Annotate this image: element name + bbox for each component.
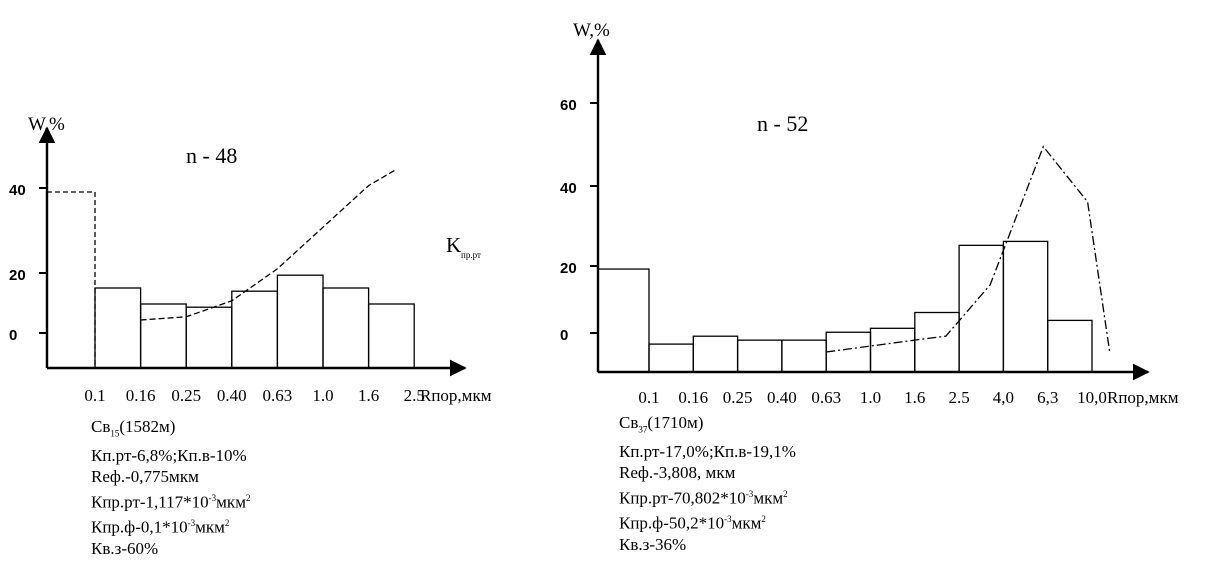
right-y-ticks: 60 40 20 0 — [560, 97, 598, 344]
left-info-reff: Reф.-0,775мкм — [91, 467, 199, 487]
left-x-tick-label: 0.25 — [171, 386, 201, 405]
left-x-label: Rпор,мкм — [420, 386, 492, 405]
left-bar — [185, 306, 233, 369]
right-info-perm-f: Кпр.ф-50,2*10-3мкм2 — [619, 513, 766, 533]
right-bar — [736, 339, 783, 373]
right-info-block: Св37(1710м) Кп.рт-17,0%;Кп.в-19,1% Reф.-… — [619, 412, 796, 556]
right-x-ticks: 0.1 0.16 0.25 0.40 0.63 1.0 1.6 2.5 4,0 6,3 10,0 — [638, 388, 1107, 407]
right-bar — [648, 343, 694, 373]
right-bar — [781, 339, 827, 373]
left-info-perm-f: Кпр.ф-0,1*10-3мкм2 — [91, 517, 230, 537]
left-x-tick-label: 0.40 — [217, 386, 247, 405]
right-y-tick-label: 0 — [560, 327, 568, 344]
right-bar — [692, 335, 739, 373]
right-bar — [597, 268, 650, 373]
right-y-tick-label: 60 — [560, 97, 577, 114]
left-bar — [276, 274, 324, 369]
right-bar — [914, 311, 960, 373]
left-legend-k: K — [446, 233, 461, 257]
right-x-tick-label: 2.5 — [948, 388, 969, 407]
left-x-tick-label: 0.16 — [126, 386, 156, 405]
left-info-block: Св15(1582м) Кп.рт-6,8%;Кп.в-10% Reф.-0,7… — [91, 416, 250, 560]
right-x-tick-label: 0.40 — [767, 388, 797, 407]
right-x-tick-label: 4,0 — [993, 388, 1014, 407]
right-info-well: Св37(1710м) — [619, 413, 704, 435]
left-x-ticks: 0.1 0.16 0.25 0.40 0.63 1.0 1.6 2.5 — [84, 386, 424, 405]
right-info-perm-rt: Кпр.рт-70,802*10-3мкм2 — [619, 488, 788, 508]
right-x-label: Rпор,мкм — [1107, 388, 1179, 407]
left-info-porosity: Кп.рт-6,8%;Кп.в-10% — [91, 445, 247, 465]
left-dashed-curve — [140, 169, 397, 321]
left-bar — [231, 290, 279, 369]
right-bar — [869, 327, 916, 373]
right-y-tick-label: 20 — [560, 260, 577, 277]
left-bar — [94, 287, 142, 369]
right-x-tick-label: 0.25 — [723, 388, 753, 407]
left-legend-sub: пр.рт — [461, 250, 481, 260]
right-x-tick-label: 10,0 — [1077, 388, 1107, 407]
right-y-label: W,% — [573, 20, 610, 41]
right-x-tick-label: 0.1 — [638, 388, 659, 407]
right-bar — [958, 244, 1005, 373]
left-y-tick-label: 40 — [9, 182, 26, 199]
left-y-ticks: 40 20 0 — [9, 182, 47, 344]
left-bar — [322, 287, 370, 369]
right-bar — [825, 331, 872, 373]
left-x-tick-label: 2.5 — [404, 386, 425, 405]
left-info-perm-rt: Кпр.рт-1,117*10-3мкм2 — [91, 492, 251, 512]
left-x-tick-label: 0.63 — [263, 386, 293, 405]
left-info-water: Кв.з-60% — [91, 539, 159, 559]
right-x-tick-label: 6,3 — [1037, 388, 1058, 407]
right-x-tick-label: 0.16 — [678, 388, 708, 407]
right-x-tick-label: 1.6 — [904, 388, 925, 407]
right-info-porosity: Кп.рт-17,0%;Кп.в-19,1% — [619, 441, 796, 461]
left-bar — [46, 191, 96, 369]
left-annotation: n - 48 — [186, 143, 237, 168]
right-annotation: n - 52 — [757, 111, 808, 136]
left-bar — [139, 303, 187, 369]
right-info-water: Кв.з-36% — [619, 535, 687, 555]
right-x-tick-label: 0.63 — [811, 388, 841, 407]
right-bars — [597, 240, 1093, 373]
left-bar — [367, 303, 415, 369]
left-bars — [46, 191, 415, 369]
right-bar — [1047, 319, 1093, 373]
right-x-tick-label: 1.0 — [860, 388, 881, 407]
left-y-label: W,% — [28, 114, 65, 135]
left-legend-label: K пр.рт — [446, 233, 481, 260]
left-y-tick-label: 20 — [9, 267, 26, 284]
left-info-well: Св15(1582м) — [91, 417, 176, 439]
left-x-tick-label: 0.1 — [84, 386, 105, 405]
right-dashdot-curve — [826, 145, 1111, 353]
right-y-tick-label: 40 — [560, 180, 577, 197]
right-bar — [1002, 240, 1049, 373]
right-info-reff: Reф.-3,808, мкм — [619, 463, 736, 483]
left-y-tick-label: 0 — [9, 327, 17, 344]
left-x-tick-label: 1.6 — [358, 386, 379, 405]
left-x-tick-label: 1.0 — [312, 386, 333, 405]
